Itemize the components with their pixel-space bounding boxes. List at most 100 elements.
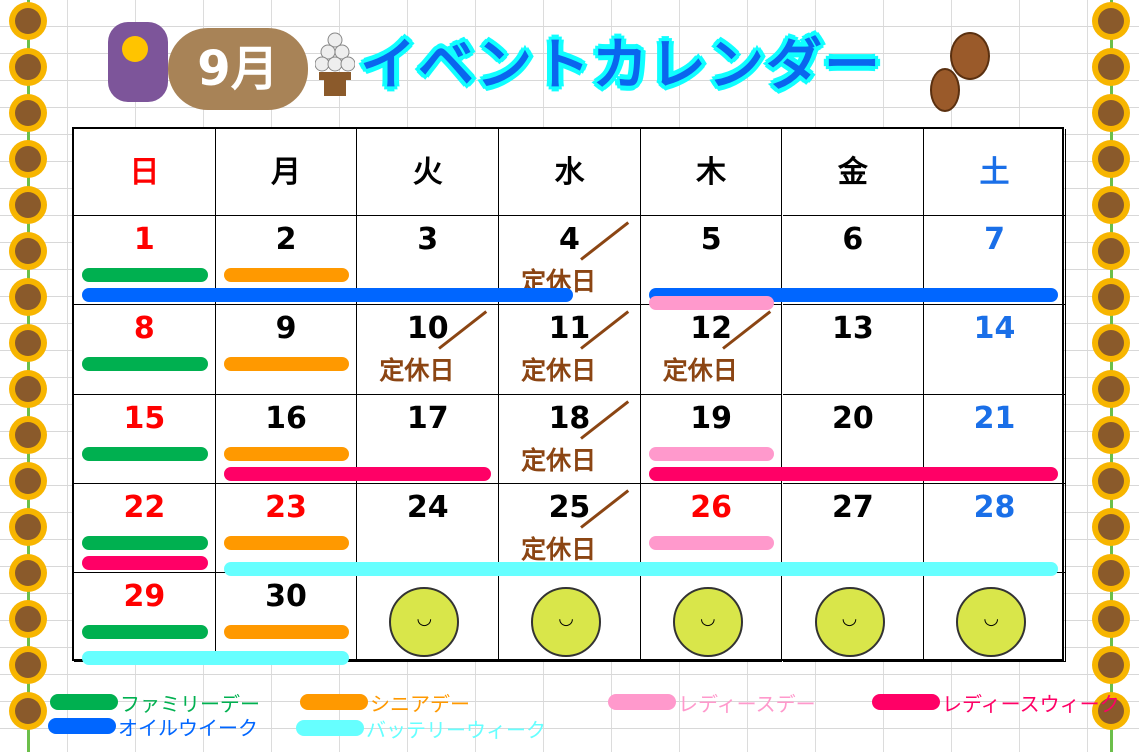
day-cell[interactable]: 27: [782, 483, 925, 574]
day-cell[interactable]: 2: [215, 216, 358, 306]
sunflower-icon: [15, 192, 41, 218]
day-number: 11: [548, 311, 591, 347]
day-number: 4: [559, 222, 580, 257]
day-cell[interactable]: ◡: [499, 573, 641, 663]
sunflower-icon: [1098, 422, 1124, 448]
sunflower-icon: [1098, 238, 1124, 264]
day-cell[interactable]: 25 定休日: [499, 483, 641, 574]
senior-day-bar: [223, 535, 350, 550]
weekday-header: 月: [215, 129, 358, 216]
sunflower-icon: [15, 422, 41, 448]
day-cell[interactable]: 22: [74, 483, 216, 574]
sunflower-icon: [15, 606, 41, 632]
weekday-header: 火: [357, 129, 500, 216]
pear-icon: ◡: [672, 587, 743, 658]
day-number: 1: [133, 222, 155, 257]
day-number: 7: [984, 222, 1005, 257]
sunflower-icon: [1098, 698, 1124, 724]
sunflower-icon: [1098, 330, 1124, 356]
day-cell[interactable]: 9: [215, 305, 358, 395]
day-cell[interactable]: 21: [924, 394, 1066, 484]
day-number: 21: [973, 400, 1016, 436]
sunflower-icon: [1098, 468, 1124, 494]
pear-icon: ◡: [814, 587, 885, 658]
day-cell[interactable]: 3: [357, 216, 500, 306]
day-cell[interactable]: 23: [215, 483, 358, 574]
day-number: 24: [406, 489, 449, 525]
day-cell[interactable]: ◡: [924, 573, 1066, 663]
weekday-header: 土: [924, 129, 1066, 216]
day-cell[interactable]: 1: [74, 216, 216, 306]
sunflower-border-right: [1091, 0, 1131, 752]
family-day-bar: [82, 625, 208, 640]
weekday-header: 日: [74, 129, 216, 216]
day-cell[interactable]: ◡: [782, 573, 925, 663]
day-number: 27: [831, 489, 874, 525]
day-number: 5: [700, 222, 722, 257]
legend-swatch: [300, 694, 368, 710]
legend-swatch: [48, 718, 116, 734]
day-cell[interactable]: 18 定休日: [499, 394, 641, 484]
legend-swatch: [296, 720, 364, 736]
day-number: 25: [548, 489, 591, 525]
ladies-day-bar: [648, 296, 775, 310]
day-number: 14: [973, 311, 1016, 347]
day-number: 2: [275, 222, 297, 257]
weekday-header: 水: [499, 129, 641, 216]
day-cell[interactable]: 29: [74, 573, 216, 663]
day-cell[interactable]: ◡: [357, 573, 500, 663]
sunflower-icon: [1098, 146, 1124, 172]
day-number: 3: [417, 222, 439, 257]
day-number: 12: [690, 311, 733, 347]
senior-day-bar: [223, 268, 350, 282]
senior-day-bar: [223, 357, 350, 372]
day-cell[interactable]: 14: [924, 305, 1066, 395]
day-number: 17: [406, 400, 449, 436]
day-number: 9: [275, 311, 297, 347]
day-cell[interactable]: 8: [74, 305, 216, 395]
sunflower-icon: [15, 652, 41, 678]
day-cell[interactable]: 12 定休日: [640, 305, 783, 395]
day-cell[interactable]: ◡: [640, 573, 783, 663]
day-cell[interactable]: 16: [215, 394, 358, 484]
day-cell[interactable]: 15: [74, 394, 216, 484]
sunflower-icon: [1098, 54, 1124, 80]
sunflower-icon: [15, 560, 41, 586]
day-number: 28: [973, 489, 1016, 525]
day-number: 16: [265, 400, 307, 436]
day-number: 10: [406, 311, 449, 347]
day-cell[interactable]: 26: [640, 483, 783, 574]
day-cell[interactable]: 28: [924, 483, 1066, 574]
day-cell[interactable]: 20: [782, 394, 925, 484]
day-cell[interactable]: 30: [215, 573, 358, 663]
family-day-bar: [82, 446, 208, 461]
sunflower-icon: [1098, 192, 1124, 218]
sunflower-icon: [1098, 560, 1124, 586]
oil-week-bar: [82, 288, 573, 302]
sunflower-icon: [15, 698, 41, 724]
sunflower-icon: [15, 284, 41, 310]
sunflower-icon: [15, 376, 41, 402]
day-number: 30: [265, 579, 307, 615]
day-number: 23: [265, 489, 307, 525]
day-number: 8: [133, 311, 155, 347]
family-day-bar: [82, 268, 208, 282]
sunflower-icon: [1098, 606, 1124, 632]
day-cell[interactable]: 6: [782, 216, 925, 306]
sunflower-icon: [1098, 8, 1124, 34]
day-cell[interactable]: 11 定休日: [499, 305, 641, 395]
pear-icon: ◡: [531, 587, 602, 658]
month-label: 9月: [168, 28, 308, 110]
day-cell[interactable]: 24: [357, 483, 500, 574]
day-cell[interactable]: 10 定休日: [357, 305, 500, 395]
day-cell[interactable]: 17: [357, 394, 500, 484]
day-cell[interactable]: 7: [924, 216, 1066, 306]
legend-item: オイルウイーク: [48, 712, 258, 741]
day-cell[interactable]: 19: [640, 394, 783, 484]
day-cell[interactable]: 13: [782, 305, 925, 395]
legend-item: バッテリーウィーク: [296, 714, 546, 743]
legend-label: レディースデー: [678, 692, 816, 716]
legend-swatch: [872, 694, 940, 710]
legend-label: シニアデー: [370, 692, 470, 716]
sunflower-icon: [15, 468, 41, 494]
